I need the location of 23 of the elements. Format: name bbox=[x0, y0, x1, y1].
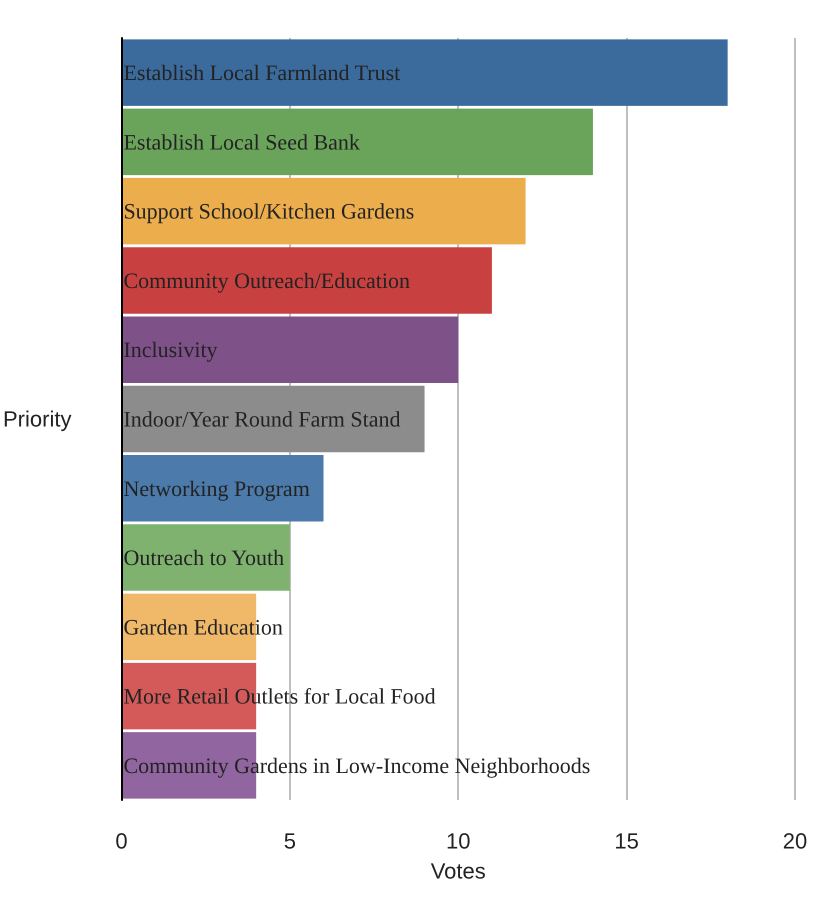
bar bbox=[121, 524, 290, 591]
y-tick-label: Establish Local Seed Bank bbox=[123, 129, 360, 154]
bar bbox=[121, 39, 728, 106]
y-tick-label: Indoor/Year Round Farm Stand bbox=[123, 406, 400, 432]
bar bbox=[121, 108, 593, 176]
x-axis-title: Votes bbox=[430, 858, 486, 884]
bar bbox=[121, 316, 458, 383]
y-axis-title: Priority bbox=[2, 406, 72, 432]
x-tick-label: 20 bbox=[782, 828, 808, 854]
x-tick-label: 10 bbox=[446, 828, 470, 854]
y-tick-label: Community Outreach/Education bbox=[123, 268, 410, 293]
bar bbox=[121, 455, 324, 522]
y-tick-label: Establish Local Farmland Trust bbox=[123, 60, 400, 86]
x-tick-label: 15 bbox=[614, 828, 639, 854]
bar bbox=[121, 247, 492, 314]
x-tick-label: 5 bbox=[284, 828, 296, 854]
y-tick-label: Inclusivity bbox=[123, 337, 218, 362]
y-tick-label: Support School/Kitchen Gardens bbox=[123, 198, 414, 224]
y-tick-label: Networking Program bbox=[123, 476, 310, 501]
x-tick-label: 0 bbox=[115, 828, 128, 854]
y-tick-label: Outreach to Youth bbox=[123, 545, 284, 570]
bar bbox=[121, 386, 425, 452]
bar bbox=[121, 178, 526, 244]
